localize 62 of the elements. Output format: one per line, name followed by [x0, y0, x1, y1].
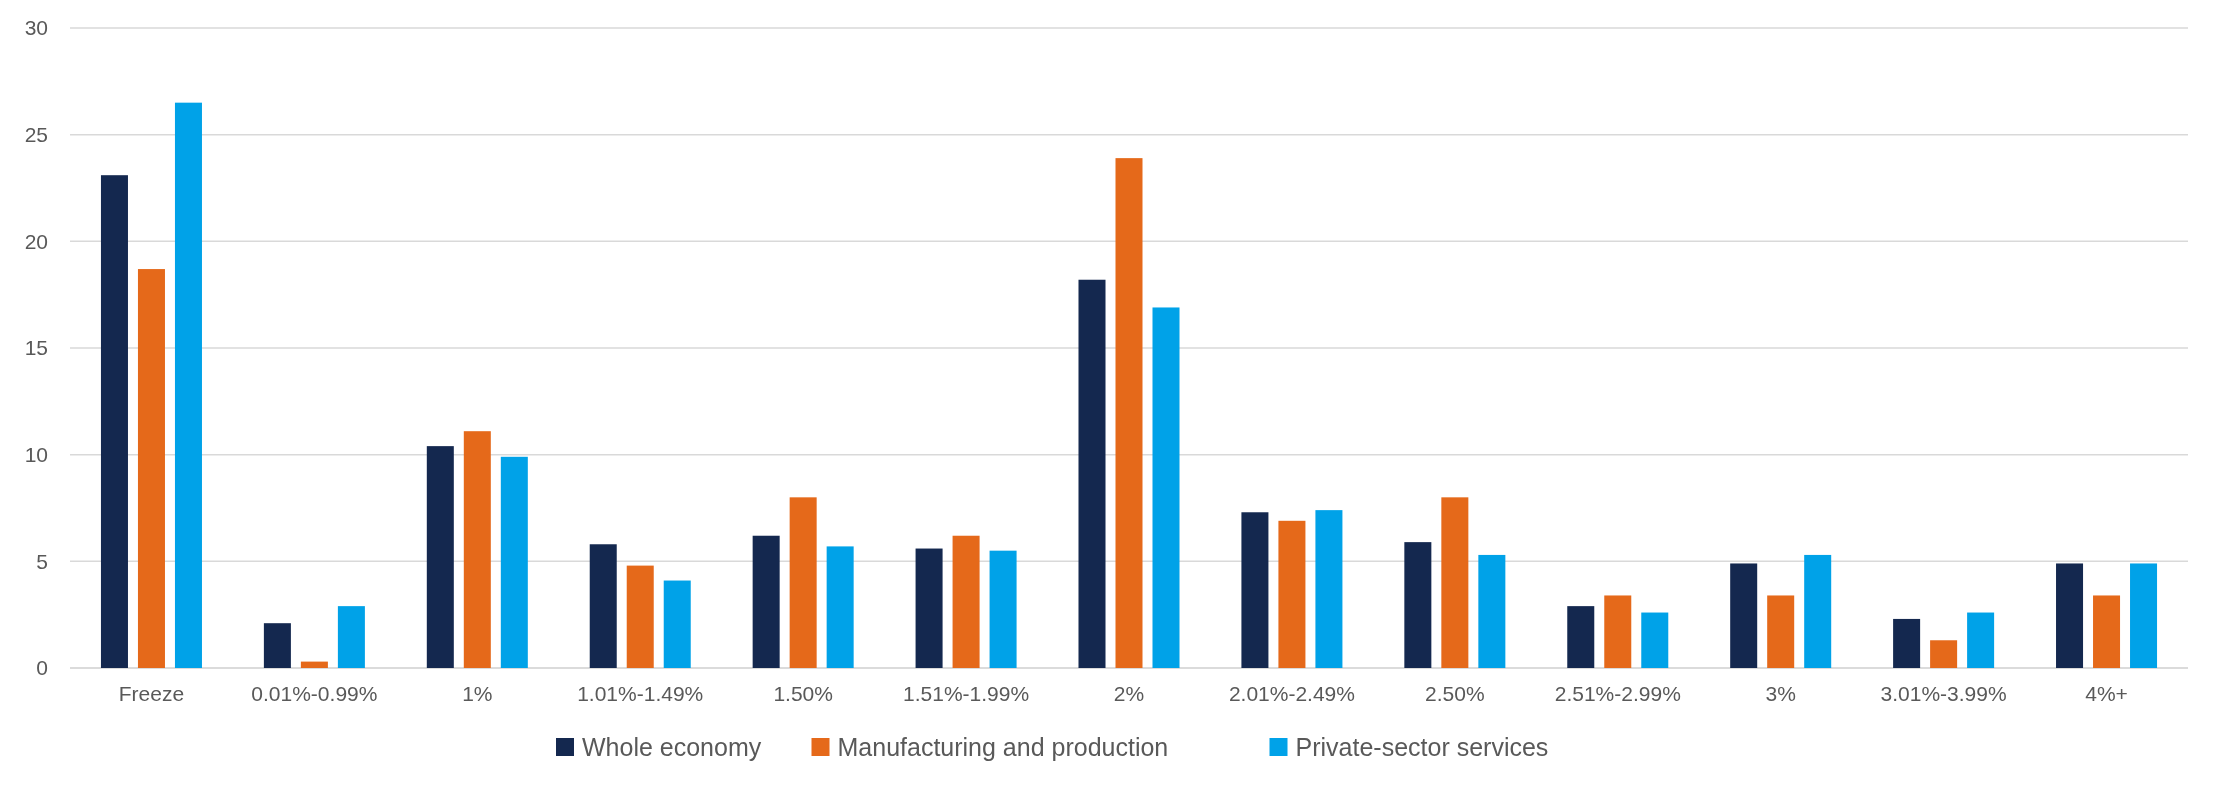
x-tick-label: 3%	[1765, 682, 1796, 705]
bar	[137, 269, 165, 668]
bar	[1241, 512, 1269, 668]
x-tick-label: 2%	[1113, 682, 1145, 705]
bar	[1893, 618, 1921, 668]
bar	[2056, 563, 2084, 668]
x-tick-label: 4%+	[2085, 682, 2128, 705]
bar	[2093, 595, 2121, 668]
bar	[789, 497, 817, 668]
bar	[1078, 279, 1106, 668]
bar	[100, 175, 128, 668]
bar	[1767, 595, 1795, 668]
bar	[1315, 510, 1343, 668]
bar	[426, 446, 454, 668]
legend-label: Manufacturing and production	[837, 733, 1169, 761]
bar	[1930, 640, 1958, 668]
bar	[1604, 595, 1632, 668]
x-tick-label: 0.01%-0.99%	[251, 682, 378, 705]
bar	[952, 535, 980, 668]
bar	[1478, 554, 1506, 668]
x-tick-label: 1.51%-1.99%	[903, 682, 1030, 705]
bar	[663, 580, 691, 668]
bar	[1804, 554, 1832, 668]
x-tick-label: 2.51%-2.99%	[1554, 682, 1681, 705]
bar	[1152, 307, 1180, 668]
x-tick-label: 2.50%	[1425, 682, 1485, 705]
bar	[1115, 158, 1143, 668]
x-tick-label: 1%	[462, 682, 493, 705]
bar	[463, 431, 491, 668]
bar	[1967, 612, 1995, 668]
bar	[2130, 563, 2158, 668]
bar	[589, 544, 617, 668]
x-tick-label: Freeze	[118, 682, 185, 705]
y-tick-label: 20	[24, 229, 48, 253]
x-tick-label: 1.01%-1.49%	[577, 682, 704, 705]
bar	[500, 456, 528, 668]
bar	[174, 102, 202, 668]
legend-label: Whole economy	[582, 733, 762, 761]
bar	[1567, 606, 1595, 668]
bar	[989, 550, 1017, 668]
legend-label: Private-sector services	[1295, 733, 1549, 761]
x-tick-label: 2.01%-2.49%	[1228, 682, 1355, 705]
bar	[1730, 563, 1758, 668]
y-tick-label: 5	[36, 549, 48, 573]
bar	[826, 546, 854, 668]
y-tick-label: 30	[24, 16, 48, 40]
bar	[1641, 612, 1669, 668]
x-tick-label: 3.01%-3.99%	[1880, 682, 2007, 705]
x-tick-label: 1.50%	[773, 682, 833, 705]
bar	[337, 606, 365, 668]
bar	[752, 535, 780, 668]
y-tick-label: 15	[24, 336, 48, 360]
y-tick-label: 10	[24, 443, 48, 467]
bar	[915, 548, 943, 668]
bar	[300, 661, 328, 668]
y-tick-label: 25	[24, 123, 48, 147]
bar	[626, 565, 654, 668]
bar	[1404, 542, 1432, 668]
bar	[1441, 497, 1469, 668]
bar	[263, 623, 291, 668]
y-tick-label: 0	[36, 656, 48, 680]
bar	[1278, 520, 1306, 668]
